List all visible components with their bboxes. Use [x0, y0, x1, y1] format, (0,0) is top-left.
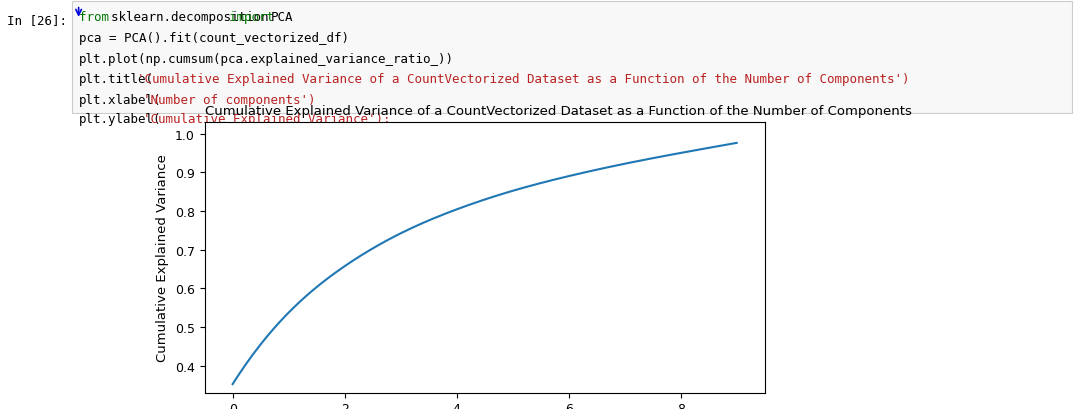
Text: import: import: [229, 11, 282, 25]
Text: pca = PCA().fit(count_vectorized_df): pca = PCA().fit(count_vectorized_df): [79, 32, 349, 45]
Text: Cumulative Explained Variance of a CountVectorized Dataset as a Function of the : Cumulative Explained Variance of a Count…: [205, 104, 911, 117]
Text: plt.plot(np.cumsum(pca.explained_variance_ratio_)): plt.plot(np.cumsum(pca.explained_varianc…: [79, 53, 453, 66]
Y-axis label: Cumulative Explained Variance: Cumulative Explained Variance: [156, 154, 169, 362]
Text: 'Number of components'): 'Number of components'): [143, 94, 316, 107]
Text: In [26]:: In [26]:: [6, 14, 67, 27]
Text: plt.title(: plt.title(: [79, 73, 154, 86]
Text: sklearn.decomposition: sklearn.decomposition: [111, 11, 276, 25]
Text: plt.xlabel(: plt.xlabel(: [79, 94, 162, 107]
Text: PCA: PCA: [270, 11, 293, 25]
Text: 'Cumulative Explained Variance');: 'Cumulative Explained Variance');: [143, 112, 391, 125]
Text: plt.ylabel(: plt.ylabel(: [79, 112, 162, 125]
Text: 'Cumulative Explained Variance of a CountVectorized Dataset as a Function of the: 'Cumulative Explained Variance of a Coun…: [137, 73, 909, 86]
Text: from: from: [79, 11, 116, 25]
